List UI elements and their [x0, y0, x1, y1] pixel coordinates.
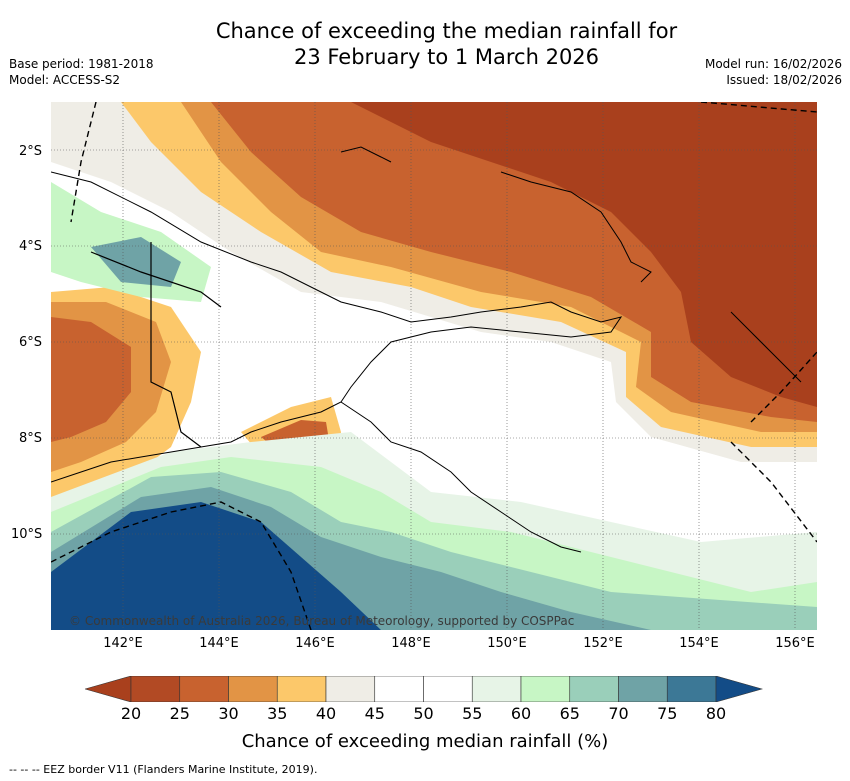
lon-label-146e: 146°E: [295, 636, 335, 651]
title-line-2: 23 February to 1 March 2026: [293, 45, 600, 69]
lat-label-10s: 10°S: [11, 527, 43, 542]
colorbar: [85, 676, 764, 702]
map-title: Chance of exceeding the median rainfall …: [0, 18, 850, 70]
meta-left: Base period: 1981-2018 Model: ACCESS-S2: [9, 56, 154, 88]
coastlines: [51, 146, 802, 553]
lon-label-148e: 148°E: [391, 636, 431, 651]
eez-legend: -- -- -- EEZ border V11 (Flanders Marine…: [9, 763, 318, 776]
issued-date: Issued: 18/02/2026: [726, 73, 842, 87]
colorbar-segment: [618, 676, 668, 702]
colorbar-tick-label: 80: [705, 704, 727, 723]
colorbar-segment: [325, 676, 376, 702]
model-name: Model: ACCESS-S2: [9, 73, 121, 87]
colorbar-tick-label: 25: [169, 704, 190, 723]
eez-borders: [51, 102, 817, 630]
colorbar-arrow-high: [715, 676, 764, 702]
model-run: Model run: 16/02/2026: [704, 57, 842, 71]
lon-label-156e: 156°E: [775, 636, 815, 651]
colorbar-segment: [276, 676, 327, 702]
lon-label-150e: 150°E: [487, 636, 527, 651]
colorbar-tick-label: 45: [364, 704, 385, 723]
colorbar-segment: [569, 676, 619, 702]
lat-label-6s: 6°S: [19, 335, 43, 350]
colorbar-segment: [471, 676, 522, 702]
lon-label-144e: 144°E: [199, 636, 239, 651]
colorbar-arrow-low: [85, 676, 132, 702]
colorbar-label: Chance of exceeding median rainfall (%): [241, 731, 609, 752]
colorbar-tick-label: 30: [218, 704, 239, 723]
colorbar-segment: [179, 676, 229, 702]
base-period: Base period: 1981-2018: [9, 57, 154, 71]
lat-label-8s: 8°S: [19, 431, 43, 446]
colorbar-segment: [666, 676, 717, 702]
colorbar-segment: [520, 676, 571, 702]
lon-label-152e: 152°E: [583, 636, 623, 651]
band-80-plus-south: [51, 502, 381, 630]
rainfall-map: [51, 102, 817, 630]
lon-label-154e: 154°E: [679, 636, 719, 651]
graticule: [51, 102, 817, 630]
colorbar-tick-label: 40: [315, 704, 337, 723]
band-20-25-north: [351, 102, 817, 407]
colorbar-segment: [374, 676, 424, 702]
colorbar-tick-label: 70: [608, 704, 629, 723]
band-wet-northwest-inner: [91, 237, 181, 287]
borders: [90, 242, 222, 448]
colorbar-tick-label: 55: [462, 704, 483, 723]
meta-right: Model run: 16/02/2026 Issued: 18/02/2026: [705, 56, 842, 88]
colorbar-segment: [228, 676, 278, 702]
colorbar-tick-label: 50: [413, 704, 434, 723]
colorbar-tick-label: 60: [510, 704, 532, 723]
colorbar-tick-label: 65: [559, 704, 580, 723]
colorbar-tick-label: 20: [120, 704, 142, 723]
colorbar-segment: [130, 676, 181, 702]
band-25-30-west: [51, 317, 131, 442]
colorbar-tick-label: 75: [657, 704, 678, 723]
colorbar-segment: [423, 676, 473, 702]
lat-label-2s: 2°S: [19, 144, 43, 159]
colorbar-tick-label: 35: [267, 704, 288, 723]
copyright-notice: © Commonwealth of Australia 2026, Bureau…: [69, 614, 575, 628]
colorbar-ticks: 20 25 30 35 40 45 50 55 60 65 70 75 80: [0, 704, 850, 724]
title-line-1: Chance of exceeding the median rainfall …: [215, 19, 678, 43]
lat-label-4s: 4°S: [19, 239, 43, 254]
lon-label-142e: 142°E: [103, 636, 143, 651]
